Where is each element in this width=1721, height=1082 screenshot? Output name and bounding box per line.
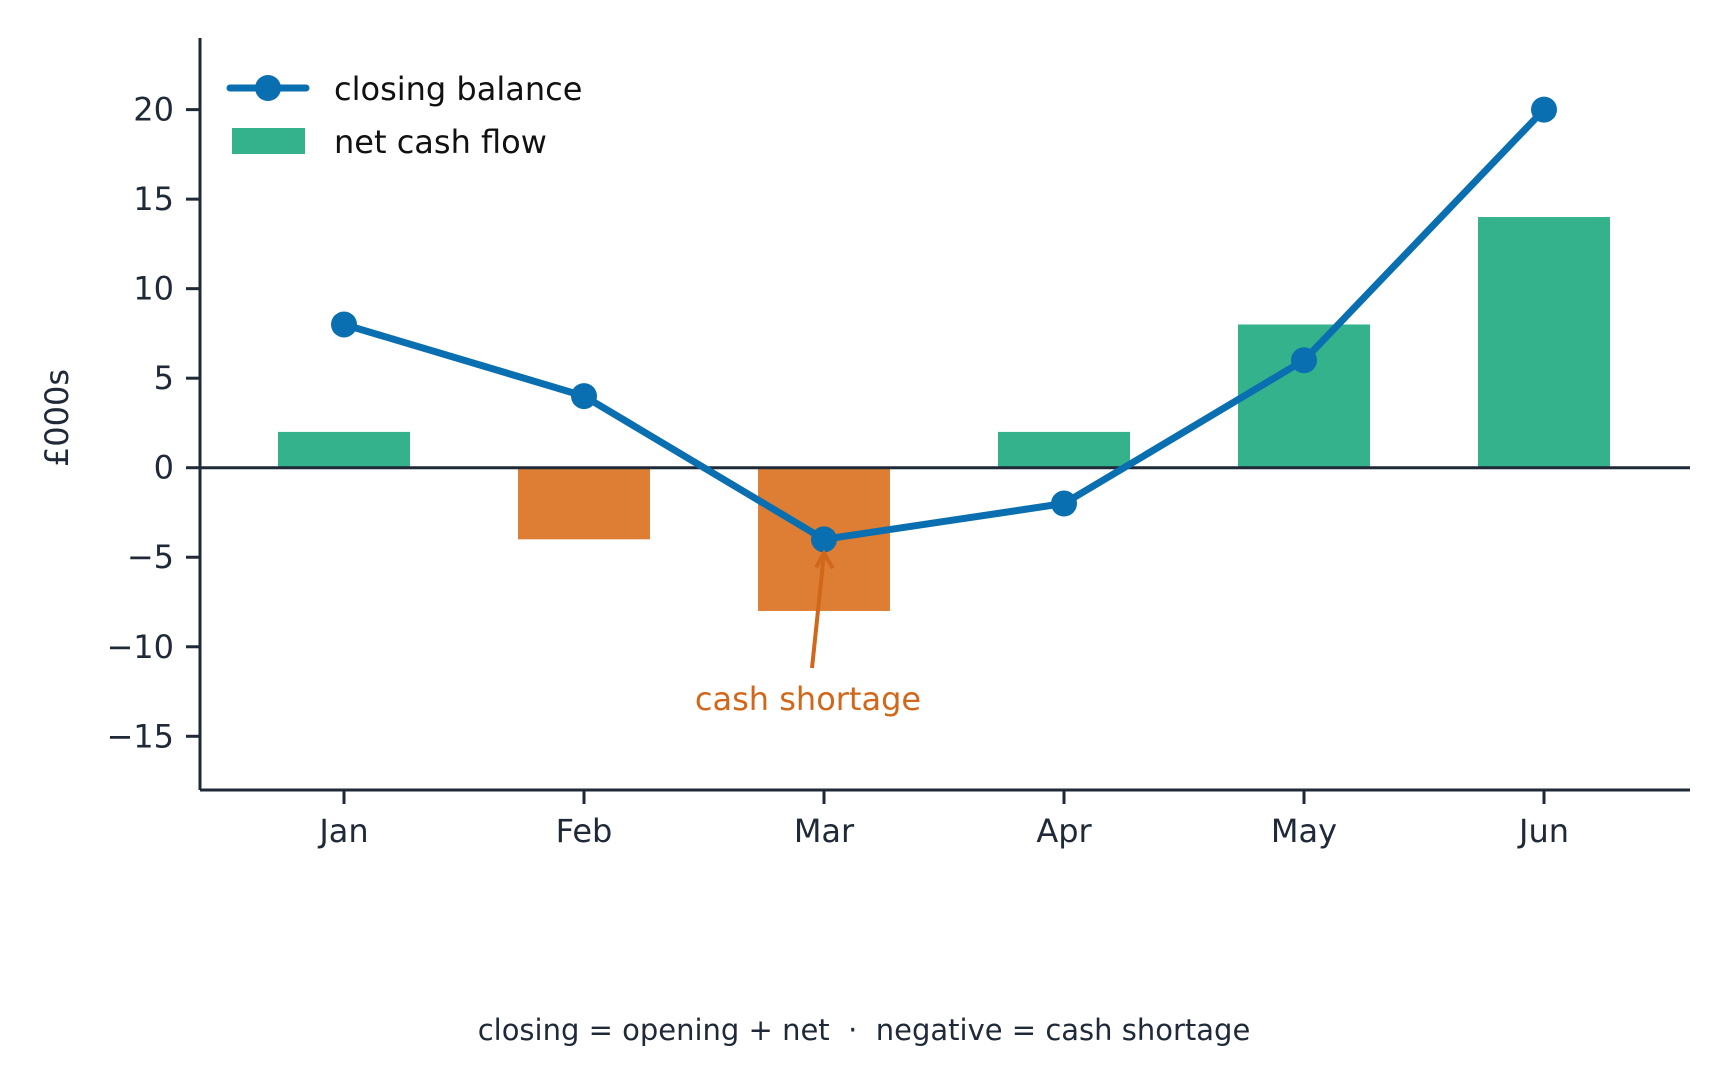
y-tick-label: −5	[127, 538, 174, 576]
footnote: closing = opening + net · negative = cas…	[478, 1013, 1251, 1047]
bar-jan	[278, 431, 410, 468]
legend-label-closing-balance: closing balance	[334, 70, 582, 108]
legend: closing balance net cash flow	[226, 70, 582, 161]
point-jun	[1531, 96, 1557, 123]
point-feb	[571, 383, 597, 410]
cash-shortage-annotation: cash shortage	[695, 549, 921, 718]
y-tick-label: 5	[154, 359, 174, 397]
bar-series	[278, 217, 1610, 611]
x-tick-label: Apr	[1036, 812, 1092, 850]
closing-balance-line	[340, 106, 1548, 543]
bar-apr	[998, 431, 1130, 468]
annotation-arrow	[810, 553, 826, 669]
point-may	[1291, 347, 1317, 374]
legend-marker-closing-balance	[255, 75, 281, 101]
point-jan	[331, 311, 357, 338]
y-tick-label: −10	[106, 628, 174, 666]
bar-may	[1238, 324, 1370, 468]
x-tick-label: May	[1271, 812, 1337, 850]
y-axis-ticks: −15 −10 −5 0 5 10 15 20	[106, 91, 200, 755]
bar-feb	[518, 467, 650, 540]
legend-swatch-net-cash-flow	[232, 128, 305, 154]
annotation-arrow-head	[814, 549, 835, 570]
y-tick-label: 20	[133, 91, 174, 129]
y-tick-label: 15	[133, 180, 174, 218]
x-tick-label: Jun	[1517, 812, 1569, 850]
x-axis-ticks: Jan Feb Mar Apr May Jun	[317, 790, 1569, 850]
y-axis-label: £000s	[38, 369, 76, 467]
legend-label-net-cash-flow: net cash flow	[334, 123, 547, 161]
y-tick-label: 0	[154, 449, 174, 487]
y-tick-label: −15	[106, 717, 174, 755]
x-tick-label: Mar	[794, 812, 855, 850]
point-apr	[1051, 490, 1077, 517]
annotation-label: cash shortage	[695, 680, 921, 718]
point-mar	[811, 526, 837, 553]
x-tick-label: Jan	[317, 812, 368, 850]
x-tick-label: Feb	[556, 812, 613, 850]
bar-jun	[1478, 217, 1610, 468]
line-series	[331, 96, 1557, 553]
y-tick-label: 10	[133, 270, 174, 308]
